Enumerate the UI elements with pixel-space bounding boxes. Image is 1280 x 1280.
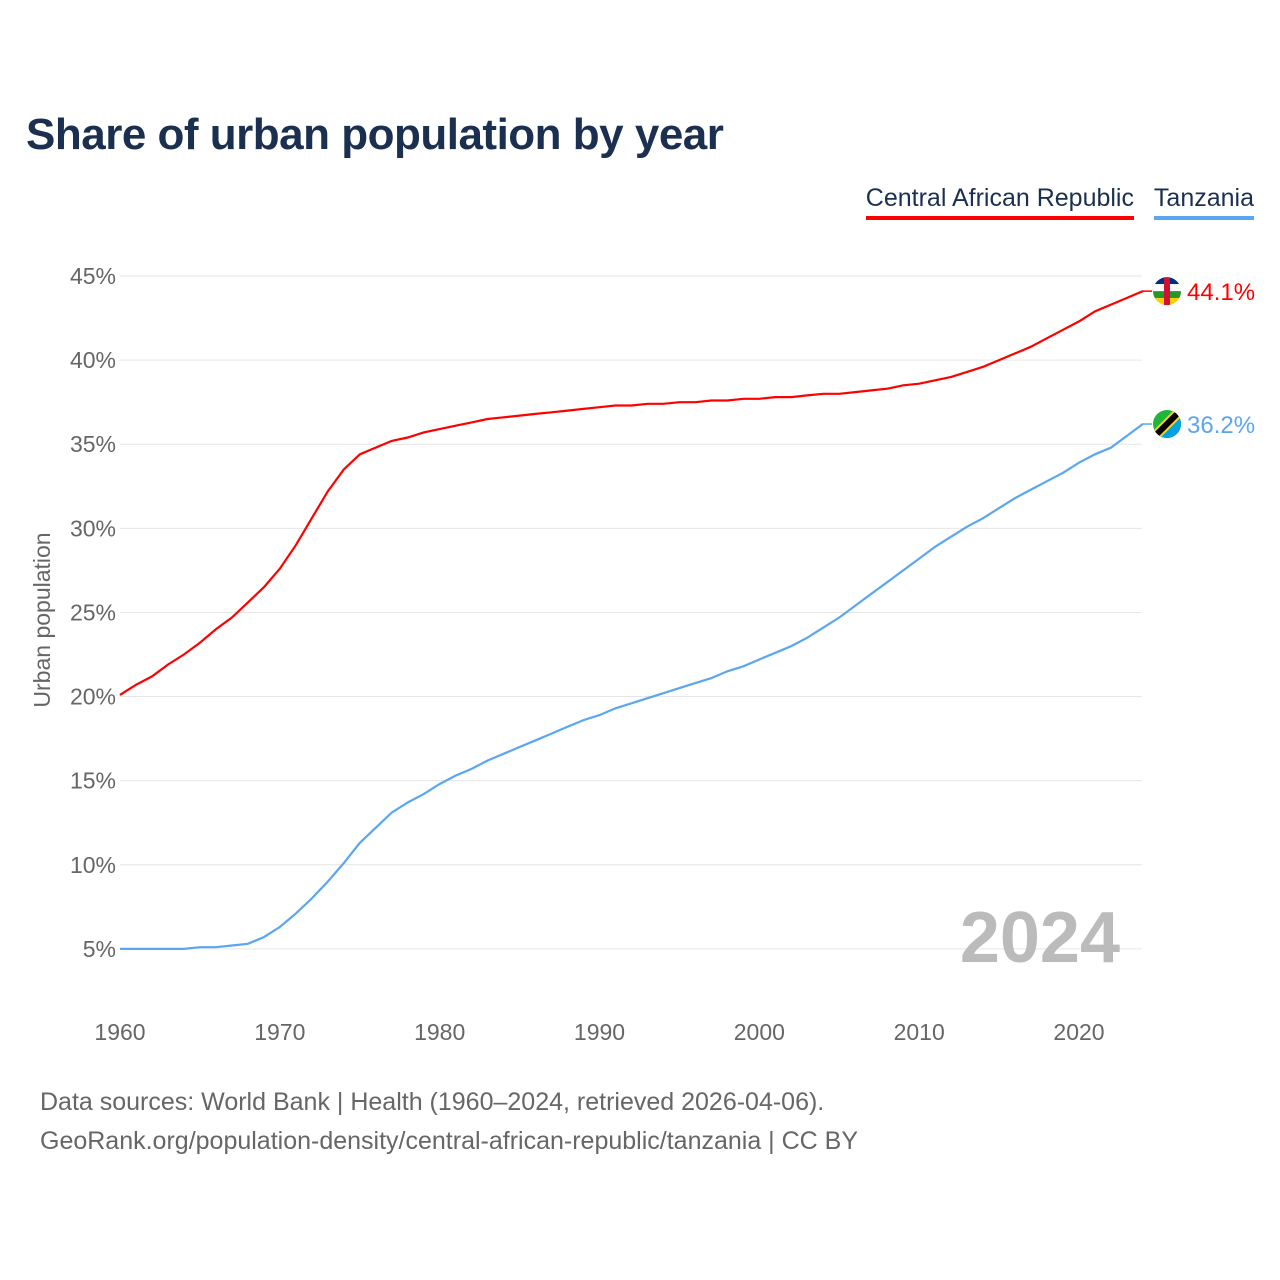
tanzania-flag-icon: [1153, 410, 1181, 439]
car-flag-icon: [1153, 277, 1181, 306]
x-tick-label: 2010: [894, 1019, 945, 1045]
source-note: Data sources: World Bank | Health (1960–…: [40, 1088, 825, 1116]
x-tick-label: 2000: [734, 1019, 785, 1045]
legend-tanzania[interactable]: Tanzania: [1153, 184, 1254, 220]
x-tick-label: 1990: [574, 1019, 625, 1045]
legend-central-african-republic[interactable]: Central African Republic: [865, 184, 1134, 220]
end-value-label: 36.2%: [1187, 412, 1255, 439]
y-tick-label: 45%: [70, 263, 116, 289]
chart-title: Share of urban population by year: [26, 110, 724, 159]
end-value-label: 44.1%: [1187, 279, 1255, 306]
y-tick-label: 20%: [70, 684, 116, 710]
x-tick-label: 1980: [414, 1019, 465, 1045]
y-tick-label: 25%: [70, 599, 116, 625]
y-tick-label: 5%: [83, 936, 116, 962]
y-tick-label: 15%: [70, 768, 116, 794]
series-line-tanzania: [120, 423, 1144, 950]
x-tick-label: 1960: [94, 1019, 145, 1045]
y-axis-label: Urban population: [29, 532, 55, 707]
x-tick-label: 2020: [1053, 1019, 1104, 1045]
x-tick-label: 1970: [254, 1019, 305, 1045]
year-watermark: 2024: [960, 898, 1120, 978]
source-url: GeoRank.org/population-density/central-a…: [40, 1127, 859, 1155]
y-tick-label: 30%: [70, 515, 116, 541]
y-tick-label: 10%: [70, 852, 116, 878]
series-line-central-african-republic: [119, 290, 1144, 696]
y-tick-label: 35%: [70, 431, 116, 457]
y-tick-label: 40%: [70, 347, 116, 373]
